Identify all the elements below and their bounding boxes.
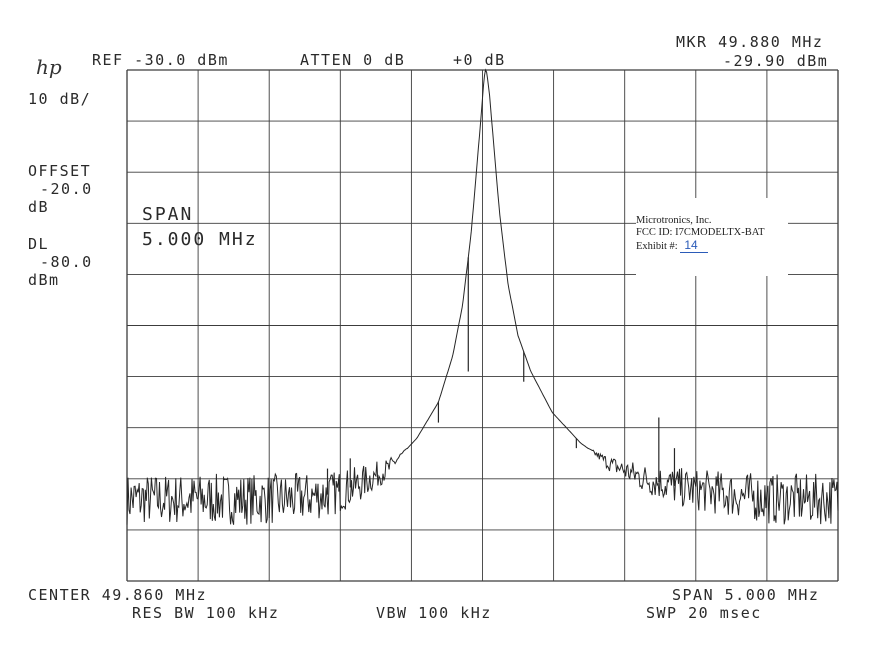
stamp-exhibit-row: Exhibit #: 14 [636,238,788,253]
hp-logo: hp [36,55,62,79]
marker-level: -29.90 dBm [723,52,829,70]
stamp-exhibit-label: Exhibit #: [636,241,678,252]
offset-value: -20.0 [40,180,93,198]
span-overlay-label: SPAN [142,204,194,225]
display-line-label: DL [28,235,50,253]
offset-unit: dB [28,198,50,216]
display-line-value: -80.0 [40,253,93,271]
display-line-unit: dBm [28,271,60,289]
exhibit-stamp: Microtronics, Inc. FCC ID: I7CMODELTX-BA… [636,198,788,276]
gain: +0 dB [453,51,506,69]
spectrum-trace [126,68,839,525]
resolution-bandwidth: RES BW 100 kHz [132,604,280,622]
stamp-exhibit-number: 14 [680,238,708,253]
span-overlay-value: 5.000 MHz [142,229,258,250]
video-bandwidth: VBW 100 kHz [376,604,492,622]
marker-frequency: MKR 49.880 MHz [676,33,824,51]
center-frequency: CENTER 49.860 MHz [28,586,208,604]
sweep-time: SWP 20 msec [646,604,762,622]
stamp-company: Microtronics, Inc. [636,215,712,226]
reference-level: REF -30.0 dBm [92,51,229,69]
scale-per-division: 10 dB/ [28,90,92,108]
stamp-fcc-id: FCC ID: I7CMODELTX-BAT [636,227,765,238]
spectrum-trace-line [126,68,839,525]
frequency-span: SPAN 5.000 MHz [672,586,820,604]
offset-label: OFFSET [28,162,92,180]
graticule [126,69,839,582]
attenuation: ATTEN 0 dB [300,51,406,69]
